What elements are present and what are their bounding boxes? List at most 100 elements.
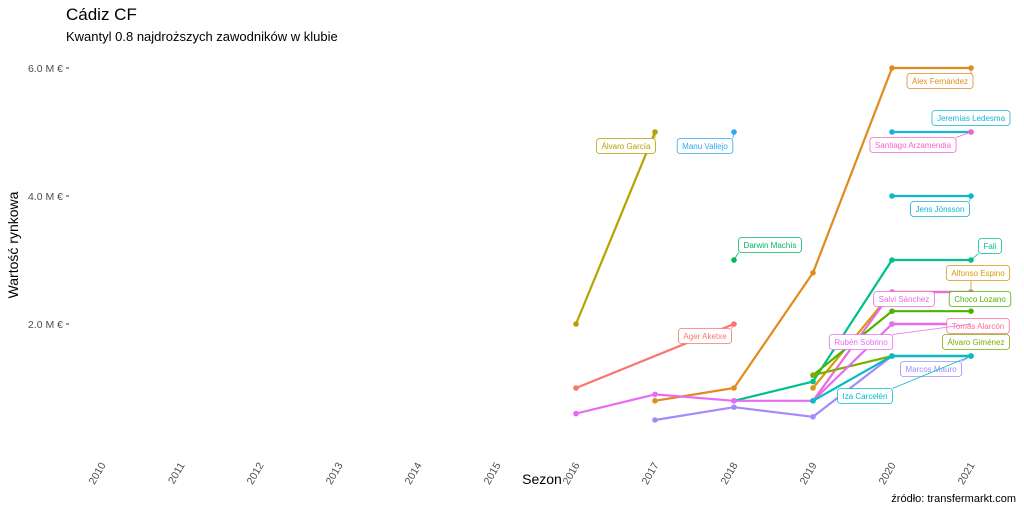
series-label-text: Tomás Alarcón [952, 322, 1004, 331]
series-label-text: Álex Fernández [912, 77, 968, 86]
chart-title: Cádiz CF [66, 5, 137, 24]
series-label-box [931, 110, 1011, 126]
data-point [652, 391, 658, 398]
x-tick-label: 2017 [640, 460, 662, 486]
series-label-ager-aketxe: Ager Aketxe [678, 323, 735, 344]
series-label-box [837, 388, 893, 404]
series-label-box [945, 265, 1011, 281]
series-label-text: Darwin Machís [744, 241, 797, 250]
x-tick-label: 2015 [482, 460, 504, 486]
y-tick-label: 6.0 M € [28, 63, 63, 75]
series-label-box [942, 334, 1010, 350]
series-label-text: Jeremías Ledesma [937, 114, 1006, 123]
data-point [652, 417, 658, 423]
data-point [810, 378, 816, 385]
series-label-text: Álvaro García [602, 142, 651, 151]
y-axis: 2.0 M € 4.0 M € 6.0 M € [28, 63, 69, 331]
series-label-ruben-sobrino: Rubén Sobrino [828, 323, 972, 350]
data-point [810, 414, 816, 420]
data-point [731, 404, 737, 411]
data-point [889, 65, 895, 71]
data-point [889, 321, 895, 327]
series-label-jens-jonsson: Jens Jönsson [910, 195, 972, 217]
series-label-darwin-machis: Darwin Machís [733, 237, 802, 261]
series-label-alex-fernandez: Álex Fernández [906, 68, 974, 89]
series-label-text: Rubén Sobrino [834, 338, 888, 347]
series-labels: Álex Fernández Jeremías Ledesma Santiago A… [596, 68, 1012, 404]
x-tick-label: 2012 [245, 460, 267, 486]
series-label-leader [733, 252, 739, 261]
series-label-text: Salvi Sánchez [879, 295, 930, 304]
series-label-choco-lozano: Choco Lozano [948, 291, 1012, 307]
x-tick-label: 2019 [798, 460, 820, 486]
series-label-box [873, 291, 935, 307]
series-label-text: Alfonso Espino [951, 269, 1005, 278]
series-label-box [946, 318, 1010, 334]
series-label-text: Ager Aketxe [683, 332, 727, 341]
series-label-box [910, 201, 970, 217]
series-label-text: Álvaro Giménez [948, 338, 1005, 347]
chart-subtitle: Kwantyl 0.8 najdroższych zawodników w kl… [66, 29, 338, 44]
data-point [810, 398, 816, 404]
series-label-leader [732, 131, 735, 139]
data-point [573, 410, 579, 417]
data-point [889, 257, 895, 263]
series-line-alvaro-garcia [574, 131, 657, 325]
series-label-box [869, 137, 957, 153]
series-label-box [676, 138, 734, 154]
series-label-iza-carcelen: Iza Carcelén [837, 355, 972, 404]
series-label-fali: Fali [970, 238, 1002, 261]
series-label-jeremias-ledesma: Jeremías Ledesma [931, 110, 1011, 126]
series-line-fali [733, 258, 971, 402]
series-label-leader [955, 131, 972, 138]
series-label-box [596, 138, 656, 154]
series-label-leader [892, 355, 972, 389]
source-caption: źródło: transfermarkt.com [891, 493, 1016, 505]
data-point [652, 398, 658, 404]
data-point [731, 385, 737, 391]
data-point [889, 308, 895, 315]
y-tick-label: 2.0 M € [28, 319, 63, 331]
series-label-box [828, 334, 894, 350]
series-label-leader [892, 323, 972, 335]
series-line-ruben-sobrino [575, 322, 971, 415]
y-axis-title: Wartość rynkowa [5, 191, 21, 298]
series-label-text: Jens Jönsson [916, 205, 965, 214]
series-label-alvaro-gimenez: Álvaro Giménez [942, 334, 1010, 350]
series-label-manu-vallejo: Manu Vallejo [676, 131, 735, 154]
x-tick-label: 2020 [877, 460, 899, 486]
data-point [573, 321, 579, 327]
series-label-text: Fali [984, 242, 997, 251]
x-axis-title: Sezon [522, 471, 562, 487]
series-label-alvaro-garcia: Álvaro García [596, 132, 656, 154]
data-point [968, 308, 974, 315]
series-label-text: Choco Lozano [954, 295, 1006, 304]
series-label-box [978, 238, 1002, 254]
series-label-text: Manu Vallejo [682, 142, 728, 151]
data-point [810, 385, 816, 391]
series-label-leader [731, 323, 735, 329]
data-point [889, 193, 895, 199]
series-label-santiago-arzamendia: Santiago Arzamendia [869, 131, 972, 153]
data-point [889, 129, 895, 135]
x-tick-label: 2016 [561, 460, 583, 486]
x-tick-label: 2010 [87, 460, 109, 486]
data-point [810, 372, 816, 379]
series-label-box [678, 328, 732, 344]
x-tick-label: 2018 [719, 460, 741, 486]
x-tick-label: 2014 [403, 460, 425, 486]
series-label-box [900, 361, 962, 377]
x-tick-label: 2021 [956, 460, 978, 486]
series-label-box [948, 291, 1012, 307]
data-point [573, 385, 579, 391]
series-label-marcos-mauro: Marcos Mauro [900, 355, 972, 377]
series-label-text: Marcos Mauro [905, 365, 957, 374]
series-label-box [738, 237, 802, 253]
series-label-leader [969, 195, 972, 202]
series-label-text: Santiago Arzamendia [875, 141, 952, 150]
series-line-alex-fernandez [654, 66, 971, 402]
y-tick-label: 4.0 M € [28, 191, 63, 203]
series-label-tomas-alarcon: Tomás Alarcón [946, 318, 1010, 334]
series-label-leader [970, 253, 979, 261]
